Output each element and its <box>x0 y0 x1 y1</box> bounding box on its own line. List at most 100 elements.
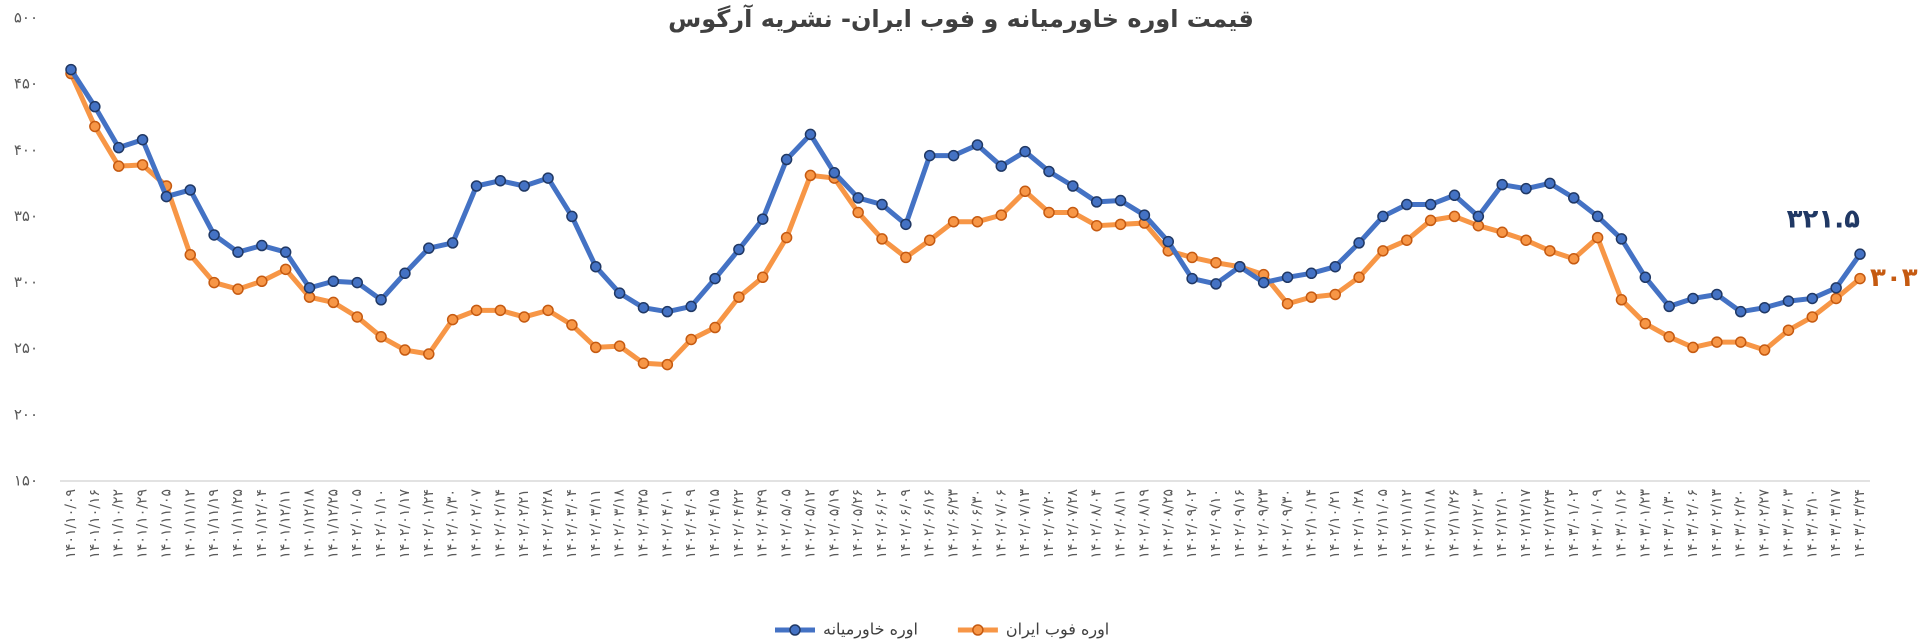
point-marker <box>733 291 745 303</box>
x-tick-label: ۱۴۰۲/۰۳/۱۸ <box>612 489 628 559</box>
point-marker <box>1663 300 1675 313</box>
point-marker <box>279 263 292 276</box>
point-marker <box>900 251 912 264</box>
point-marker <box>852 192 864 204</box>
point-marker <box>637 357 650 370</box>
point-marker <box>685 300 697 313</box>
point-marker <box>89 120 101 133</box>
point-marker <box>613 287 626 299</box>
x-tick-label: ۱۴۰۲/۰۹/۰۲ <box>1184 489 1200 559</box>
point-marker <box>1520 234 1532 246</box>
y-tick-label: ۱۵۰ <box>14 472 38 490</box>
point-marker <box>327 296 340 309</box>
point-marker <box>947 215 960 228</box>
x-tick-label: ۱۴۰۲/۰۴/۲۹ <box>755 489 771 559</box>
x-tick-label: ۱۴۰۱/۱۰/۱۶ <box>87 489 103 559</box>
point-marker <box>327 275 340 287</box>
x-tick-label: ۱۴۰۲/۱۰/۱۴ <box>1303 489 1319 559</box>
point-marker <box>1114 218 1127 231</box>
series-line <box>68 72 1862 368</box>
point-marker <box>1615 233 1628 245</box>
x-tick-label: ۱۴۰۱/۱۲/۱۱ <box>278 489 294 559</box>
x-tick-label: ۱۴۰۳/۰۳/۱۷ <box>1828 489 1844 559</box>
point-marker <box>1424 198 1437 211</box>
x-tick-label: ۱۴۰۲/۰۱/۱۰ <box>373 489 389 559</box>
point-marker <box>1162 235 1175 248</box>
x-tick-label: ۱۴۰۳/۰۲/۰۶ <box>1685 489 1701 559</box>
point-marker <box>1019 185 1031 198</box>
x-tick-label: ۱۴۰۲/۱۱/۰۵ <box>1375 489 1391 559</box>
point-marker <box>1424 214 1437 227</box>
point-marker <box>1305 291 1318 303</box>
point-marker <box>399 344 411 356</box>
point-marker <box>1734 305 1747 318</box>
point-marker <box>923 149 936 162</box>
x-tick-label: ۱۴۰۳/۰۱/۰۹ <box>1590 489 1606 559</box>
point-marker <box>494 174 507 187</box>
legend-label: اوره خاورمیانه <box>823 620 918 640</box>
y-tick-label: ۴۵۰ <box>14 75 38 93</box>
point-marker <box>1591 210 1604 223</box>
point-marker <box>470 304 483 317</box>
point-marker <box>900 218 912 231</box>
x-tick-label: ۱۴۰۲/۰۲/۲۸ <box>540 489 556 559</box>
point-marker <box>494 304 507 317</box>
x-tick-label: ۱۴۰۱/۱۱/۰۵ <box>158 489 174 559</box>
point-marker <box>256 239 268 252</box>
point-marker <box>1806 292 1819 305</box>
point-marker <box>279 246 292 258</box>
x-tick-label: ۱۴۰۳/۰۱/۲۳ <box>1637 489 1653 559</box>
x-tick-label: ۱۴۰۲/۱۱/۱۸ <box>1423 489 1439 559</box>
point-marker <box>256 275 268 287</box>
x-tick-label: ۱۴۰۲/۰۴/۰۱ <box>659 489 675 559</box>
point-marker <box>756 271 769 284</box>
point-marker <box>1544 245 1556 257</box>
point-marker <box>184 184 197 196</box>
x-tick-label: ۱۴۰۲/۱۲/۱۷ <box>1518 489 1534 559</box>
x-tick-label: ۱۴۰۲/۰۳/۲۵ <box>635 489 651 559</box>
x-tick-label: ۱۴۰۲/۰۵/۲۶ <box>850 489 866 559</box>
data-label: ۳۰۳ <box>1870 263 1918 293</box>
point-marker <box>1329 288 1341 301</box>
x-tick-label: ۱۴۰۳/۰۲/۲۰ <box>1733 489 1749 559</box>
point-marker <box>518 180 530 192</box>
x-tick-label: ۱۴۰۲/۰۴/۱۵ <box>707 489 723 559</box>
x-tick-label: ۱۴۰۲/۰۶/۱۶ <box>922 489 938 559</box>
point-marker <box>590 341 602 354</box>
point-marker <box>1448 210 1461 223</box>
point-marker <box>399 267 411 280</box>
point-marker <box>1496 226 1508 239</box>
point-marker <box>637 301 650 314</box>
point-marker <box>1353 271 1365 284</box>
x-tick-label: ۱۴۰۳/۰۱/۰۲ <box>1566 489 1582 559</box>
point-marker <box>1019 145 1031 158</box>
point-marker <box>661 305 674 318</box>
x-tick-label: ۱۴۰۲/۰۱/۱۷ <box>397 489 413 559</box>
x-tick-label: ۱۴۰۲/۰۷/۱۳ <box>1017 489 1033 559</box>
point-marker <box>995 160 1008 172</box>
point-marker <box>112 141 125 154</box>
x-tick-label: ۱۴۰۳/۰۱/۱۶ <box>1613 489 1629 559</box>
point-marker <box>1854 272 1866 285</box>
point-marker <box>971 215 984 228</box>
point-marker <box>1353 237 1365 249</box>
x-tick-label: ۱۴۰۳/۰۳/۲۴ <box>1852 489 1868 559</box>
point-marker <box>709 321 721 334</box>
point-marker <box>1401 198 1413 211</box>
legend-label: اوره فوب ایران <box>1006 620 1109 640</box>
point-marker <box>876 198 888 211</box>
point-marker <box>1615 294 1628 306</box>
point-marker <box>1377 245 1389 257</box>
point-marker <box>780 153 793 166</box>
point-marker <box>112 160 125 172</box>
point-marker <box>1639 271 1652 284</box>
point-marker <box>1114 194 1127 207</box>
x-tick-label: ۱۴۰۲/۰۹/۳۰ <box>1280 489 1296 559</box>
point-marker <box>1496 178 1508 191</box>
x-tick-label: ۱۴۰۲/۰۱/۰۵ <box>349 489 365 559</box>
point-marker <box>89 100 101 113</box>
point-marker <box>590 260 602 273</box>
x-tick-label: ۱۴۰۱/۱۱/۱۲ <box>182 489 198 559</box>
